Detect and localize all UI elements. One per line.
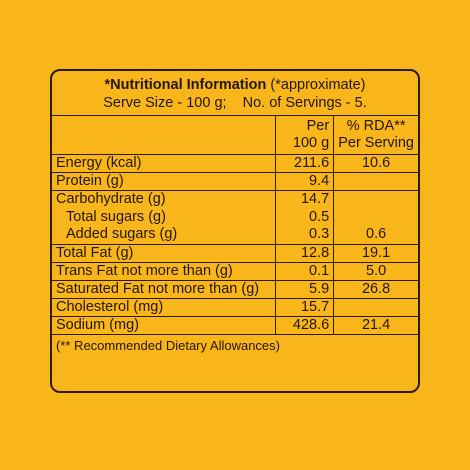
rda-value: 19.1 [333,243,418,263]
per-100g-value: 0.3 [274,226,335,245]
rda-value: 26.8 [333,279,418,299]
table-row: Energy (kcal) 211.6 10.6 [52,153,418,173]
header-per-100g: Per 100 g [274,116,335,155]
per-100g-value: 9.4 [274,171,335,191]
title-note: (*approximate) [266,77,366,93]
rda-value [333,297,418,317]
nutrient-name: Trans Fat not more than (g) [52,261,276,281]
nutrient-name: Total Fat (g) [52,243,276,263]
nutrient-name: Sodium (mg) [52,315,276,335]
per-100g-value: 5.9 [274,279,335,299]
nutrient-name: Protein (g) [52,171,276,191]
nutrient-name: Total sugars (g) [52,208,276,226]
nutrient-name: Energy (kcal) [52,153,276,173]
rda-value: 10.6 [333,153,418,173]
title-line: *Nutritional Information (*approximate) [52,76,418,94]
title-bold: *Nutritional Information [104,77,267,93]
serve-size-line: Serve Size - 100 g; No. of Servings - 5. [103,95,367,111]
per-100g-value: 0.1 [274,261,335,281]
table-row: Added sugars (g) 0.3 0.6 [52,226,418,245]
table-row: Carbohydrate (g) 14.7 [52,189,418,208]
rda-value: 5.0 [333,261,418,281]
table-row: Total sugars (g) 0.5 [52,208,418,226]
rda-value [333,208,418,226]
rda-value: 0.6 [333,226,418,245]
table-row: Trans Fat not more than (g) 0.1 5.0 [52,261,418,281]
table-row: Saturated Fat not more than (g) 5.9 26.8 [52,279,418,299]
nutrient-name: Saturated Fat not more than (g) [52,279,276,299]
nutrient-name: Carbohydrate (g) [52,189,276,208]
rda-value [333,189,418,208]
per-100g-value: 12.8 [274,243,335,263]
header-rda: % RDA** Per Serving [333,116,418,155]
per-100g-value: 0.5 [274,208,335,226]
table-row: Total Fat (g) 12.8 19.1 [52,243,418,263]
table-header-row: Per 100 g % RDA** Per Serving [52,116,418,155]
per-100g-value: 428.6 [274,315,335,335]
per-100g-value: 211.6 [274,153,335,173]
nutrient-name: Cholesterol (mg) [52,297,276,317]
table-row: Cholesterol (mg) 15.7 [52,297,418,317]
rda-value: 21.4 [333,315,418,335]
label-header: *Nutritional Information (*approximate) … [52,71,418,116]
per-100g-value: 15.7 [274,297,335,317]
per-100g-value: 14.7 [274,189,335,208]
rda-value [333,171,418,191]
footnote: (** Recommended Dietary Allowances) [56,337,280,353]
nutrient-name: Added sugars (g) [52,226,276,245]
nutrition-label: *Nutritional Information (*approximate) … [50,69,420,393]
table-row: Protein (g) 9.4 [52,171,418,191]
header-empty-cell [52,116,276,155]
nutrition-table: Per 100 g % RDA** Per Serving Energy (kc… [52,116,418,335]
table-row: Sodium (mg) 428.6 21.4 [52,315,418,335]
